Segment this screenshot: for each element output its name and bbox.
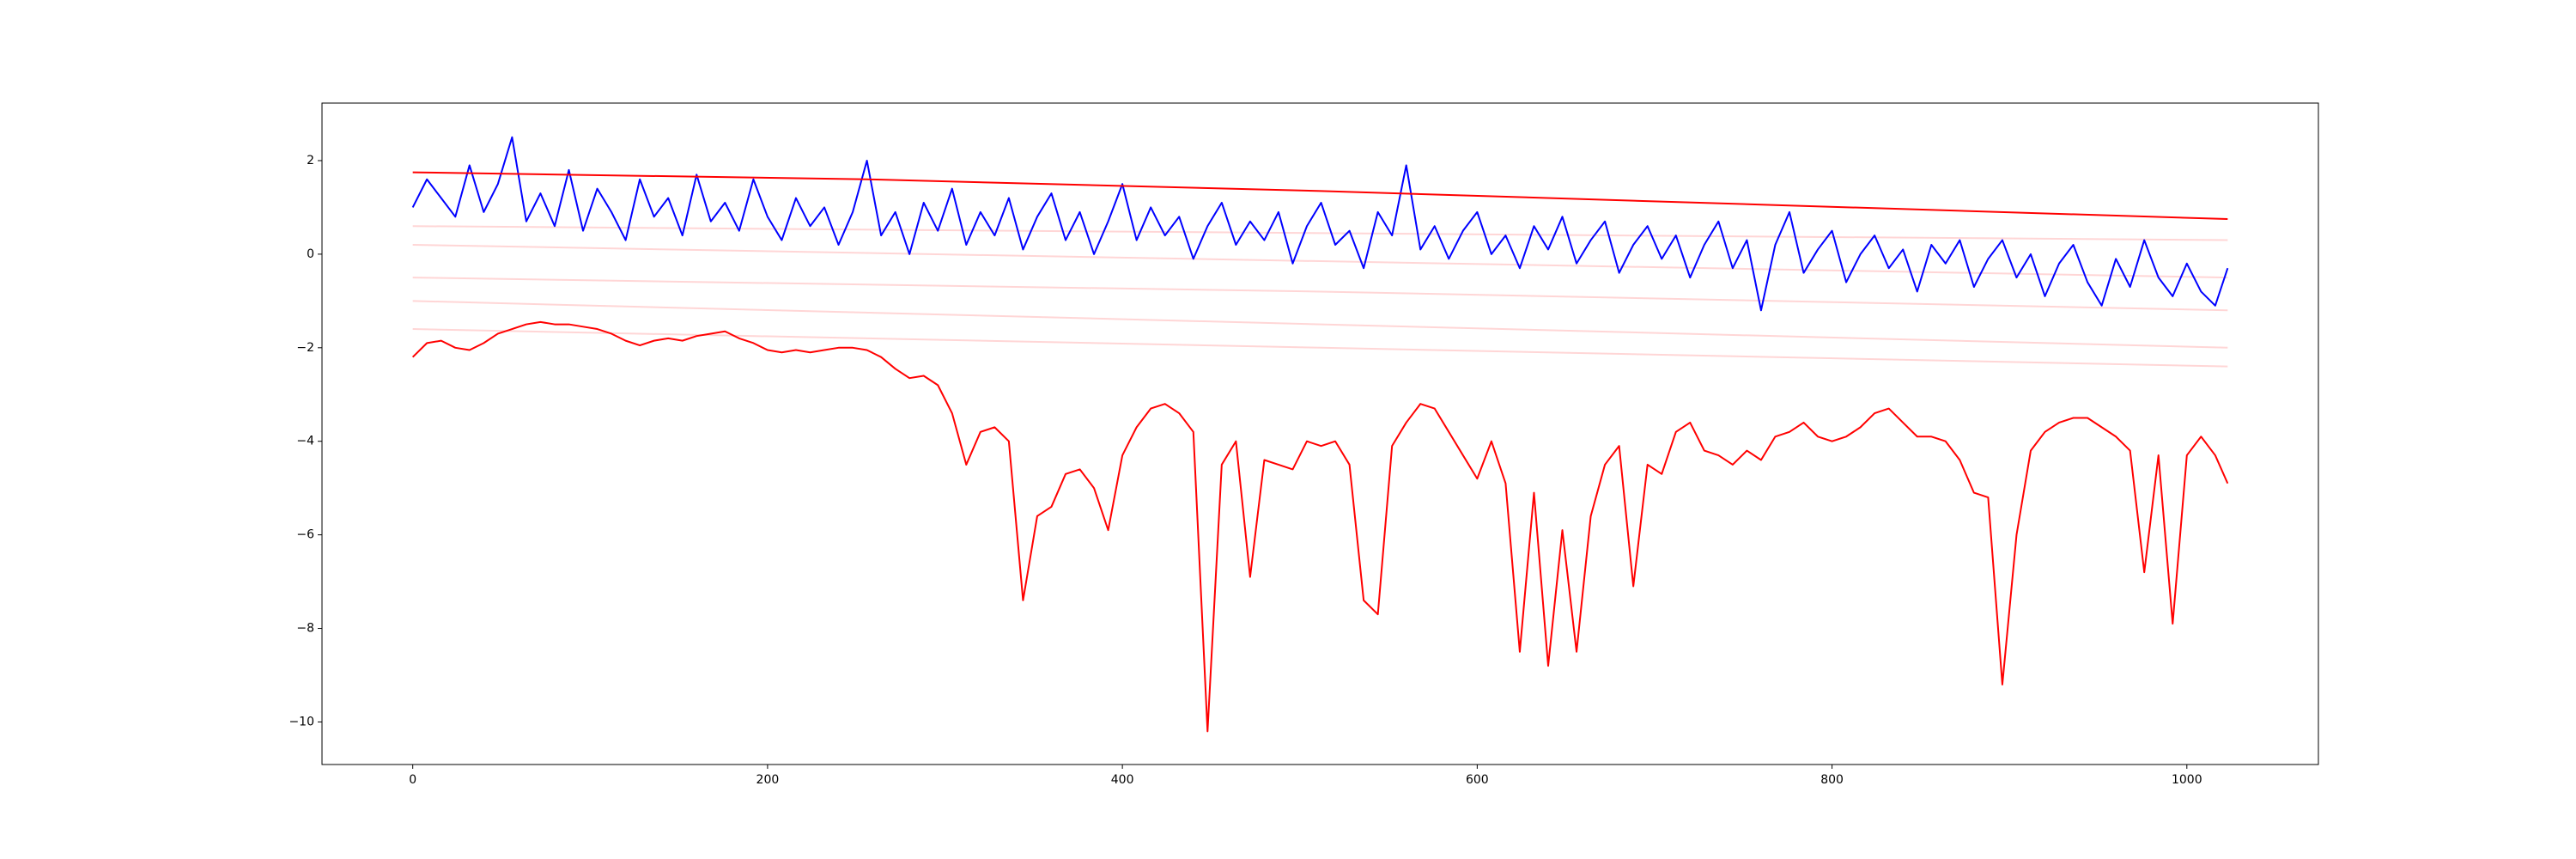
y-tick-label: −2 (296, 341, 314, 355)
x-tick-label: 1000 (2172, 773, 2202, 787)
x-tick-label: 600 (1466, 773, 1489, 787)
data-line (411, 320, 2229, 733)
y-tick-label: 0 (307, 247, 314, 261)
x-tick-label: 200 (756, 773, 780, 787)
axes-frame (321, 102, 2319, 765)
x-tick-label: 800 (1820, 773, 1844, 787)
data-line (412, 225, 2228, 241)
y-tick-label: −10 (289, 715, 314, 728)
data-line (412, 300, 2228, 349)
y-tick-label: −6 (296, 528, 314, 542)
data-line (411, 136, 2229, 312)
y-tick-label: −4 (296, 435, 314, 448)
data-line (412, 328, 2228, 368)
x-tick-label: 400 (1111, 773, 1134, 787)
data-line (412, 171, 2228, 221)
y-tick-label: 2 (307, 154, 314, 168)
data-line (412, 277, 2228, 312)
data-line (412, 244, 2228, 279)
y-tick-label: −8 (296, 622, 314, 636)
x-tick-label: 0 (409, 773, 416, 787)
